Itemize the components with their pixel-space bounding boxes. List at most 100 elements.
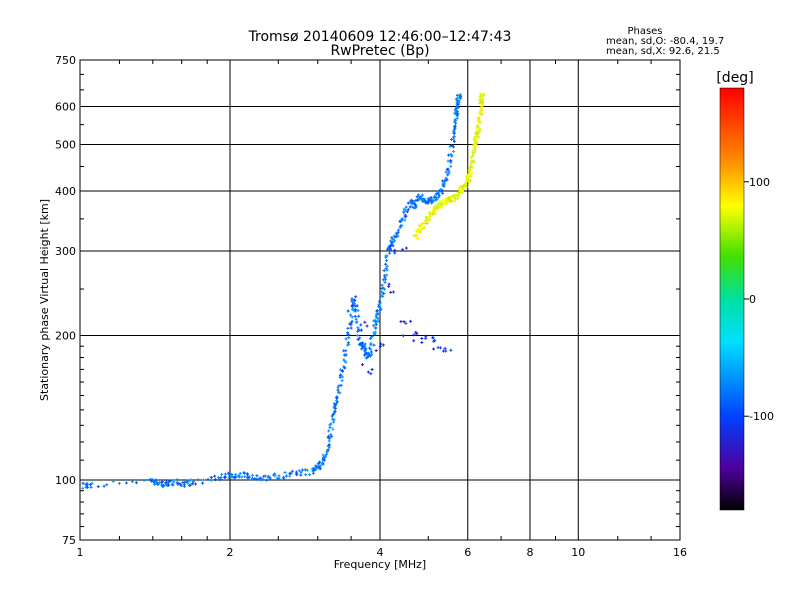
x-mode-point (440, 205, 444, 209)
o-mode-point (102, 484, 106, 488)
o-mode-point (360, 341, 364, 345)
o-mode-point (251, 477, 255, 481)
o-mode-point (360, 363, 364, 367)
o-mode-point (452, 137, 456, 141)
x-mode-point (455, 197, 459, 201)
o-mode-point (446, 173, 450, 177)
o-mode-point (431, 336, 435, 340)
x-mode-point (415, 234, 419, 238)
x-mode-point (472, 148, 476, 152)
x-mode-point (469, 155, 473, 159)
x-mode-point (465, 173, 469, 177)
o-mode-point (340, 369, 344, 373)
o-mode-point (349, 326, 353, 330)
o-mode-point (419, 195, 423, 199)
x-mode-point (464, 180, 468, 184)
o-mode-point (429, 195, 433, 199)
x-mode-point (454, 192, 458, 196)
o-mode-point (361, 346, 365, 350)
o-mode-point (196, 478, 200, 482)
o-mode-point (379, 307, 383, 311)
o-mode-point (432, 339, 436, 343)
o-mode-point (373, 318, 377, 322)
o-mode-point (178, 482, 182, 486)
x-mode-point (478, 95, 482, 99)
o-mode-point (443, 346, 447, 350)
o-mode-point (230, 474, 234, 478)
o-mode-point (412, 333, 416, 337)
y-tick-label: 300 (55, 245, 76, 258)
o-mode-point (338, 391, 342, 395)
o-mode-point (88, 483, 92, 487)
x-mode-point (420, 222, 424, 226)
colorbar-tick-label: 100 (749, 176, 770, 189)
o-mode-point (391, 244, 395, 248)
y-tick-label: 100 (55, 474, 76, 487)
o-mode-point (457, 101, 461, 105)
o-mode-point (338, 368, 342, 372)
o-mode-point (327, 434, 331, 438)
o-mode-point (134, 481, 138, 485)
o-mode-point (227, 476, 231, 480)
o-mode-point (368, 337, 372, 341)
o-mode-point (182, 484, 186, 488)
o-mode-point (344, 349, 348, 353)
o-mode-point (414, 203, 418, 207)
o-mode-point (401, 334, 405, 338)
o-mode-point (365, 352, 369, 356)
o-mode-point (402, 320, 406, 324)
o-mode-point (420, 340, 424, 344)
x-mode-point (466, 178, 470, 182)
o-mode-point (90, 481, 94, 485)
x-mode-point (475, 134, 479, 138)
o-mode-point (447, 153, 451, 157)
x-mode-point (457, 194, 461, 198)
o-mode-point (451, 145, 455, 149)
o-mode-point (457, 96, 461, 100)
o-mode-point (379, 344, 383, 348)
o-mode-point (209, 478, 213, 482)
o-mode-point (395, 232, 399, 236)
o-mode-point (166, 483, 170, 487)
o-mode-point (388, 244, 392, 248)
o-mode-point (393, 251, 397, 255)
o-mode-point (344, 353, 348, 357)
o-mode-point (370, 334, 374, 338)
o-mode-point (353, 299, 357, 303)
o-mode-point (360, 328, 364, 332)
o-mode-point (413, 205, 417, 209)
o-mode-point (330, 414, 334, 418)
x-mode-point (414, 229, 418, 233)
grid-lines (80, 60, 680, 540)
o-mode-point (426, 199, 430, 203)
o-mode-point (389, 290, 393, 294)
o-mode-point (105, 483, 109, 487)
x-mode-point (426, 217, 430, 221)
o-mode-point (354, 304, 358, 308)
o-mode-point (223, 475, 227, 479)
o-mode-point (340, 379, 344, 383)
o-mode-point (183, 480, 187, 484)
colorbar-label: [deg] (716, 70, 753, 86)
o-mode-point (353, 309, 357, 313)
x-mode-point (453, 196, 457, 200)
y-tick-label: 600 (55, 101, 76, 114)
x-tick-label: 4 (377, 546, 384, 559)
x-mode-point (433, 212, 437, 216)
o-mode-point (437, 193, 441, 197)
o-mode-point (443, 178, 447, 182)
o-mode-point (346, 326, 350, 330)
o-mode-point (436, 195, 440, 199)
o-mode-point (404, 246, 408, 250)
o-mode-point (299, 470, 303, 474)
x-mode-point (477, 135, 481, 139)
x-tick-label: 2 (227, 546, 234, 559)
x-mode-point (440, 199, 444, 203)
o-mode-point (450, 154, 454, 158)
x-mode-point (438, 200, 442, 204)
o-mode-point (308, 473, 312, 477)
o-mode-point (446, 167, 450, 171)
o-mode-point (457, 99, 461, 103)
o-mode-point (347, 336, 351, 340)
o-mode-point (150, 478, 154, 482)
